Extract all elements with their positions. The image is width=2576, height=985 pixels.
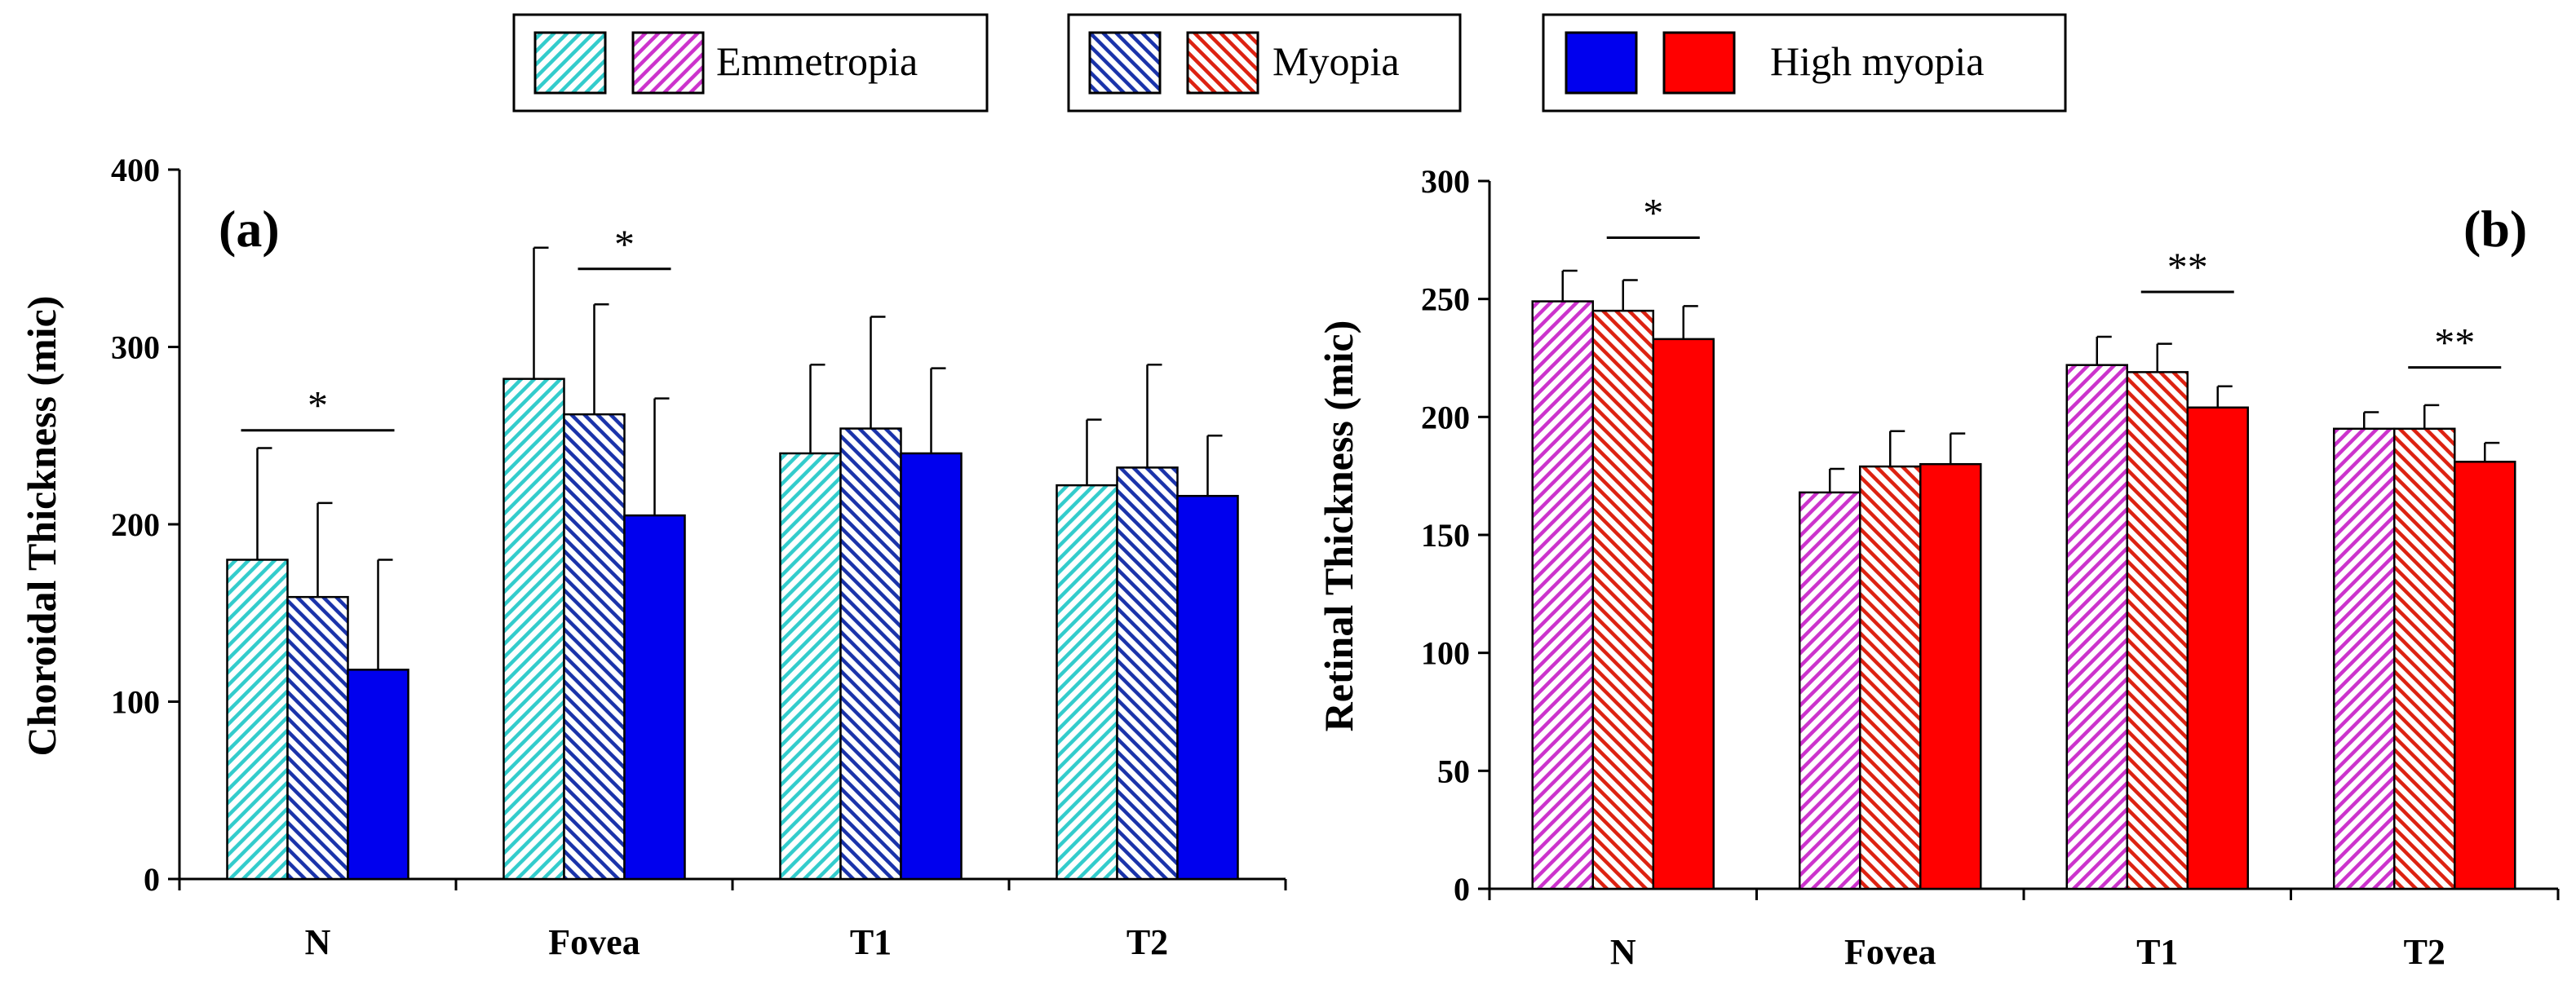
legend: Emmetropia Myopia High myopia xyxy=(512,13,2067,113)
legend-label-emmetropia: Emmetropia xyxy=(716,38,918,84)
bar-high-myopia-n xyxy=(347,669,409,881)
chart-panel-a: Choroidal Thickness (mic) (a) 0 100 200 300… xyxy=(19,152,1287,962)
significance-mark: ** xyxy=(2434,320,2475,365)
series-emmetropia xyxy=(1531,269,2396,890)
series-myopia xyxy=(1591,279,2456,890)
y-tick-label: 100 xyxy=(1421,635,1470,672)
x-tick-label-t1: T1 xyxy=(2136,932,2178,972)
significance-t1: ** xyxy=(2140,244,2234,294)
legend-box-myopia: Myopia xyxy=(1067,13,1462,113)
y-tick-label: 200 xyxy=(1421,399,1470,435)
legend-swatch-emmetropia-choroid xyxy=(533,31,607,95)
significance-n: * xyxy=(1606,189,1700,239)
bar-high-myopia-t2 xyxy=(1176,494,1239,881)
legend-swatch-high-myopia-choroid xyxy=(1565,31,1638,95)
x-tick-label-fovea: Fovea xyxy=(1844,932,1936,972)
chart-panel-b: Retinal Thickness (mic) (b) 0 50 100 150 200… xyxy=(1316,163,2560,972)
bar-high-myopia-t2 xyxy=(2454,461,2516,890)
bar-myopia-t1 xyxy=(839,427,902,881)
bar-emmetropia-t2 xyxy=(1056,484,1118,881)
bar-high-myopia-t1 xyxy=(900,452,963,881)
bar-emmetropia-n xyxy=(226,559,289,881)
significance-mark: * xyxy=(614,221,635,267)
bar-myopia-t2 xyxy=(1116,466,1179,881)
bar-high-myopia-n xyxy=(1652,338,1715,890)
bar-emmetropia-fovea xyxy=(1799,491,1861,890)
legend-swatch-emmetropia-retina xyxy=(631,31,705,95)
series-high-myopia xyxy=(1652,305,2516,890)
legend-label-high-myopia: High myopia xyxy=(1770,38,1984,84)
legend-label-myopia: Myopia xyxy=(1273,38,1400,84)
x-tick-label-t2: T2 xyxy=(2404,932,2445,972)
bar-emmetropia-fovea xyxy=(502,378,565,881)
x-tick-label-n: N xyxy=(305,922,331,962)
significance-mark: * xyxy=(1643,189,1663,235)
bar-myopia-t2 xyxy=(2393,427,2456,890)
legend-swatch-myopia-retina xyxy=(1186,31,1259,95)
y-tick-label: 0 xyxy=(1454,871,1470,908)
y-axis-title-retina: Retinal Thickness (mic) xyxy=(1316,320,1361,732)
series-high-myopia xyxy=(347,367,1239,881)
x-tick-label-t2: T2 xyxy=(1126,922,1168,962)
axes: 0 50 100 150 200 250 300 N Fovea T1 T2 xyxy=(1421,163,2560,972)
y-axis-title-choroid: Choroidal Thickness (mic) xyxy=(19,296,64,757)
y-tick-label: 250 xyxy=(1421,281,1470,318)
legend-swatch-myopia-choroid xyxy=(1088,31,1162,95)
legend-box-emmetropia: Emmetropia xyxy=(512,13,989,113)
significance-n: * xyxy=(241,382,395,432)
bar-emmetropia-n xyxy=(1531,300,1594,890)
y-tick-label: 0 xyxy=(144,861,160,898)
bar-myopia-t1 xyxy=(2126,371,2189,890)
legend-box-high-myopia: High myopia xyxy=(1542,13,2067,113)
significance-mark: * xyxy=(308,382,328,428)
x-tick-label-t1: T1 xyxy=(850,922,892,962)
y-tick-label: 200 xyxy=(111,506,160,543)
series-myopia xyxy=(286,303,1179,881)
bar-myopia-fovea xyxy=(1859,465,1922,890)
significance-fovea: * xyxy=(578,221,671,271)
x-tick-label-fovea: Fovea xyxy=(548,922,640,962)
y-tick-label: 300 xyxy=(1421,163,1470,200)
y-tick-label: 300 xyxy=(111,329,160,366)
significance-t2: ** xyxy=(2408,320,2502,369)
bar-myopia-n xyxy=(1591,309,1654,890)
y-tick-label: 50 xyxy=(1437,753,1470,789)
panel-label-b: (b) xyxy=(2463,200,2527,258)
bar-emmetropia-t1 xyxy=(779,452,842,881)
bar-high-myopia-fovea xyxy=(623,514,686,881)
series-emmetropia xyxy=(226,246,1118,881)
y-tick-label: 400 xyxy=(111,152,160,188)
panel-label-a: (a) xyxy=(219,200,280,258)
y-tick-label: 100 xyxy=(111,684,160,721)
x-tick-label-n: N xyxy=(1610,932,1636,972)
bar-emmetropia-t2 xyxy=(2333,427,2396,890)
bar-myopia-fovea xyxy=(563,413,626,881)
axes: 0 100 200 300 400 N Fovea T1 T2 xyxy=(111,152,1287,962)
bar-high-myopia-fovea xyxy=(1919,462,1982,890)
y-tick-label: 150 xyxy=(1421,517,1470,554)
significance-mark: ** xyxy=(2167,244,2208,289)
bar-emmetropia-t1 xyxy=(2065,364,2128,890)
bar-high-myopia-t1 xyxy=(2186,406,2249,890)
bar-myopia-n xyxy=(286,595,349,881)
legend-swatch-high-myopia-retina xyxy=(1662,31,1736,95)
